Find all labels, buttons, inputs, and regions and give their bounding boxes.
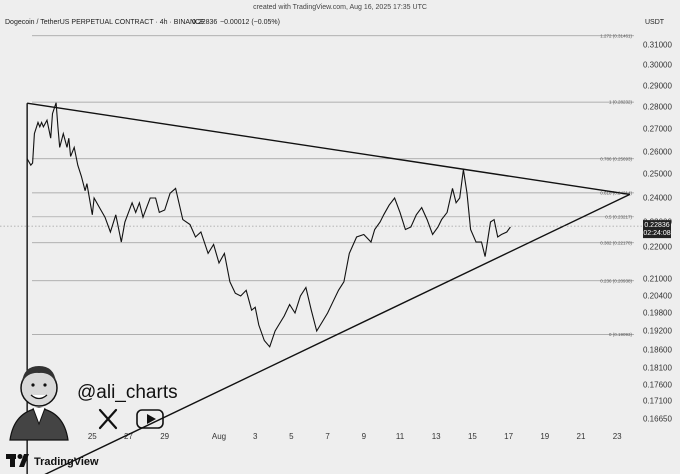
avatar-smile <box>30 394 48 400</box>
y-tick-label: 0.26000 <box>643 148 672 157</box>
trendline-lower <box>44 193 631 474</box>
tradingview-logo[interactable]: TradingView <box>6 454 99 468</box>
x-tick-label: 3 <box>253 432 258 441</box>
x-tick-label: 27 <box>124 432 133 441</box>
x-tick-label: 13 <box>432 432 441 441</box>
y-tick-label: 0.24000 <box>643 194 672 203</box>
x-axis: 25 27 29 Aug 3 5 7 9 11 13 15 17 19 21 23 <box>88 432 622 441</box>
price-series-line <box>26 102 511 348</box>
header-change: −0.00012 (−0.05%) <box>220 19 280 26</box>
fib-level-label: 1 (0.28232) <box>609 100 633 105</box>
x-tick-label: 17 <box>504 432 513 441</box>
y-tick-label: 0.31000 <box>643 41 672 50</box>
fib-level-label: 0.786 (0.25693) <box>600 156 632 161</box>
chart-header: Dogecoin / TetherUS PERPETUAL CONTRACT ·… <box>5 19 665 26</box>
y-tick-label: 0.19800 <box>643 309 672 318</box>
x-tick-label: 11 <box>396 432 405 441</box>
x-tick-label: 25 <box>88 432 97 441</box>
fib-level-label: 0.382 (0.22170) <box>600 240 632 245</box>
y-tick-label: 0.28000 <box>643 103 672 112</box>
y-tick-label: 0.18100 <box>643 364 672 373</box>
x-tick-label: 21 <box>577 432 586 441</box>
x-tick-label: 9 <box>362 432 367 441</box>
fib-level-label: 0.5 (0.23217) <box>605 214 632 219</box>
symbol-title[interactable]: Dogecoin / TetherUS PERPETUAL CONTRACT ·… <box>5 19 205 26</box>
y-tick-label: 0.20400 <box>643 292 672 301</box>
tradingview-logo-icon <box>6 454 29 467</box>
avatar-eye-left <box>31 383 35 387</box>
last-price-value: 0.22836 <box>644 222 669 229</box>
y-tick-label: 0.21000 <box>643 275 672 284</box>
trendline-upper <box>27 102 630 196</box>
last-price-tag: 0.22836 02:24:08 <box>643 220 671 239</box>
bar-countdown: 02:24:08 <box>643 230 670 237</box>
chart-caption: created with TradingView.com, Aug 16, 20… <box>253 4 427 11</box>
y-tick-label: 0.25000 <box>643 170 672 179</box>
currency-label: USDT <box>645 19 665 26</box>
y-tick-label: 0.27000 <box>643 125 672 134</box>
avatar-hair <box>22 366 56 382</box>
fib-level-label: 0.236 (0.20938) <box>600 278 632 283</box>
y-axis: 0.31000 0.30000 0.29000 0.28000 0.27000 0.260… <box>643 41 672 424</box>
y-tick-label: 0.18600 <box>643 346 672 355</box>
fib-level-label: 0 (0.19093) <box>609 332 633 337</box>
x-tick-label: 7 <box>325 432 330 441</box>
y-tick-label: 0.17100 <box>643 397 672 406</box>
x-tick-label: 23 <box>613 432 622 441</box>
y-tick-label: 0.22000 <box>643 243 672 252</box>
y-tick-label: 0.17600 <box>643 381 672 390</box>
x-tick-label: 15 <box>468 432 477 441</box>
y-tick-label: 0.19200 <box>643 327 672 336</box>
y-tick-label: 0.29000 <box>643 82 672 91</box>
y-tick-label: 0.16650 <box>643 415 672 424</box>
x-tick-label: 5 <box>289 432 294 441</box>
social-handle: @ali_charts <box>77 382 178 403</box>
avatar-eye-right <box>43 383 47 387</box>
last-price-box <box>643 220 671 239</box>
youtube-play-icon[interactable] <box>136 409 164 429</box>
avatar <box>9 366 69 441</box>
x-tick-label: 19 <box>540 432 549 441</box>
y-tick-label: 0.30000 <box>643 61 672 70</box>
x-tick-label: 29 <box>160 432 169 441</box>
tradingview-logo-text: TradingView <box>34 456 99 468</box>
x-logo-icon[interactable] <box>98 408 118 430</box>
avatar-collar <box>32 407 46 426</box>
header-price: 0.22836 <box>192 19 217 26</box>
fib-level-label: 1.272 (0.31461) <box>600 33 632 38</box>
x-tick-label: Aug <box>212 432 226 441</box>
fib-levels: 1.272 (0.31461) 1 (0.28232) 0.786 (0.25693… <box>32 33 634 337</box>
